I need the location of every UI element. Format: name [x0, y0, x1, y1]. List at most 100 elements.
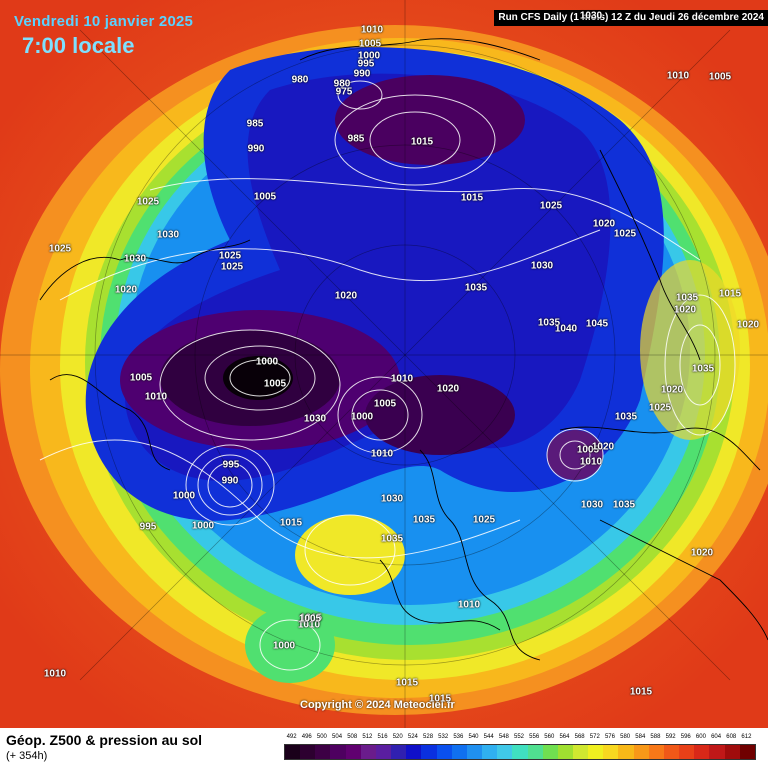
legend-swatch [572, 745, 589, 759]
isobar-label: 1005 [358, 38, 382, 50]
legend-swatch [709, 745, 725, 759]
isobar-label: 1035 [537, 317, 561, 329]
legend-tick: 564 [559, 734, 570, 740]
legend-tick: 584 [635, 734, 646, 740]
legend-swatch [345, 745, 361, 759]
isobar-label: 1030 [123, 253, 147, 265]
legend-tick: 552 [513, 734, 525, 740]
legend-tick: 612 [741, 734, 752, 740]
legend-swatch [648, 745, 664, 759]
isobar-label: 995 [357, 58, 375, 70]
legend-swatch [482, 745, 498, 759]
isobar-label: 1020 [736, 319, 760, 331]
isobar-label: 1020 [334, 290, 358, 302]
legend-swatch [360, 745, 376, 759]
legend-tick: 600 [695, 734, 706, 740]
legend-tick: 568 [574, 734, 585, 740]
legend-tick: 504 [332, 734, 343, 740]
legend-swatch [330, 745, 346, 759]
legend-swatch [406, 745, 422, 759]
isobar-label: 985 [246, 118, 264, 130]
legend-swatch [739, 745, 755, 759]
isobar-label: 1005 [373, 398, 397, 410]
legend-swatch [375, 745, 392, 759]
isobar-label: 1035 [612, 499, 636, 511]
legend-tick: 536 [453, 734, 464, 740]
isobar-label: 1020 [436, 383, 460, 395]
isobar-label: 1015 [718, 288, 742, 300]
isobar-label: 1015 [629, 686, 653, 698]
isobar-label: 1030 [156, 229, 180, 241]
forecast-map: Vendredi 10 janvier 2025 7:00 locale Run… [0, 0, 768, 728]
isobar-label: 980 [333, 78, 351, 90]
isobar-label: 1035 [464, 282, 488, 294]
isobar-label: 1015 [395, 677, 419, 689]
isobar-label: 1020 [591, 441, 615, 453]
isobar-label: 1015 [299, 612, 323, 624]
legend-tick: 592 [665, 734, 676, 740]
isobar-label: 1010 [390, 373, 414, 385]
isobar-label: 1035 [380, 533, 404, 545]
color-legend [284, 744, 756, 760]
isobar-label: 1035 [675, 292, 699, 304]
lead-time: (+ 354h) [6, 750, 48, 762]
legend-tick: 512 [362, 734, 373, 740]
legend-swatch [542, 745, 558, 759]
map-title: Géop. Z500 & pression au sol [6, 732, 203, 748]
legend-tick: 604 [711, 734, 722, 740]
isobar-label: 990 [247, 143, 265, 155]
legend-swatch [315, 745, 331, 759]
copyright: Copyright © 2024 Meteociel.fr [300, 699, 455, 711]
legend-swatch [451, 745, 467, 759]
legend-swatch [724, 745, 740, 759]
isobar-label: 990 [353, 68, 371, 80]
isobar-label: 1035 [412, 514, 436, 526]
valid-date: Vendredi 10 janvier 2025 [14, 13, 194, 30]
isobar-label: 1025 [539, 200, 563, 212]
legend-ticks: 492 496 500 504 508 512 516 520 524 528 532 536 540 5… [284, 734, 754, 744]
local-time: 7:00 locale [22, 33, 135, 58]
isobar-label: 1030 [530, 260, 554, 272]
isobar-label: 1020 [592, 218, 616, 230]
legend-tick: 580 [620, 734, 631, 740]
legend-swatch [603, 745, 619, 759]
isobar-label: 975 [335, 86, 353, 98]
isobar-label: 1025 [48, 243, 72, 255]
isobar-label: 1010 [144, 391, 168, 403]
legend-tick: 544 [483, 734, 494, 740]
isobar-label: 1020 [660, 384, 684, 396]
legend-tick: 532 [438, 734, 449, 740]
isobar-label: 1005 [253, 191, 277, 203]
isobar-label: 1020 [114, 284, 138, 296]
isobar-label: 1000 [191, 520, 215, 532]
legend-swatch [694, 745, 710, 759]
legend-swatch [300, 745, 316, 759]
isobar-label: 1010 [457, 599, 481, 611]
isobar-label: 1005 [129, 372, 153, 384]
isobar-label: 1010 [297, 619, 321, 631]
legend-swatch [497, 745, 513, 759]
isobar-label: 1000 [357, 50, 381, 62]
isobar-label: 1010 [579, 456, 603, 468]
legend-tick: 608 [726, 734, 737, 740]
isobar-label: 1000 [272, 640, 296, 652]
isobar-label: 990 [221, 475, 239, 487]
isobar-label: 1000 [255, 356, 279, 368]
run-info: Run CFS Daily (1 mois) 12 Z du Jeudi 26 … [494, 10, 768, 26]
legend-tick: 596 [680, 734, 691, 740]
legend-swatch [663, 745, 680, 759]
isobar-label: 1040 [554, 323, 578, 335]
legend-swatch [527, 745, 543, 759]
legend-tick: 548 [498, 734, 509, 740]
isobar-label: 1030 [579, 10, 603, 22]
isobar-label: 1025 [472, 514, 496, 526]
legend-tick: 588 [650, 734, 661, 740]
legend-tick: 508 [347, 734, 358, 740]
legend-swatch [679, 745, 695, 759]
legend-tick: 528 [423, 734, 434, 740]
isobar-label: 995 [222, 459, 240, 471]
isobar-label: 1025 [220, 261, 244, 273]
isobar-label: 980 [291, 74, 309, 86]
isobar-label: 1020 [690, 547, 714, 559]
isobar-label: 1025 [613, 228, 637, 240]
